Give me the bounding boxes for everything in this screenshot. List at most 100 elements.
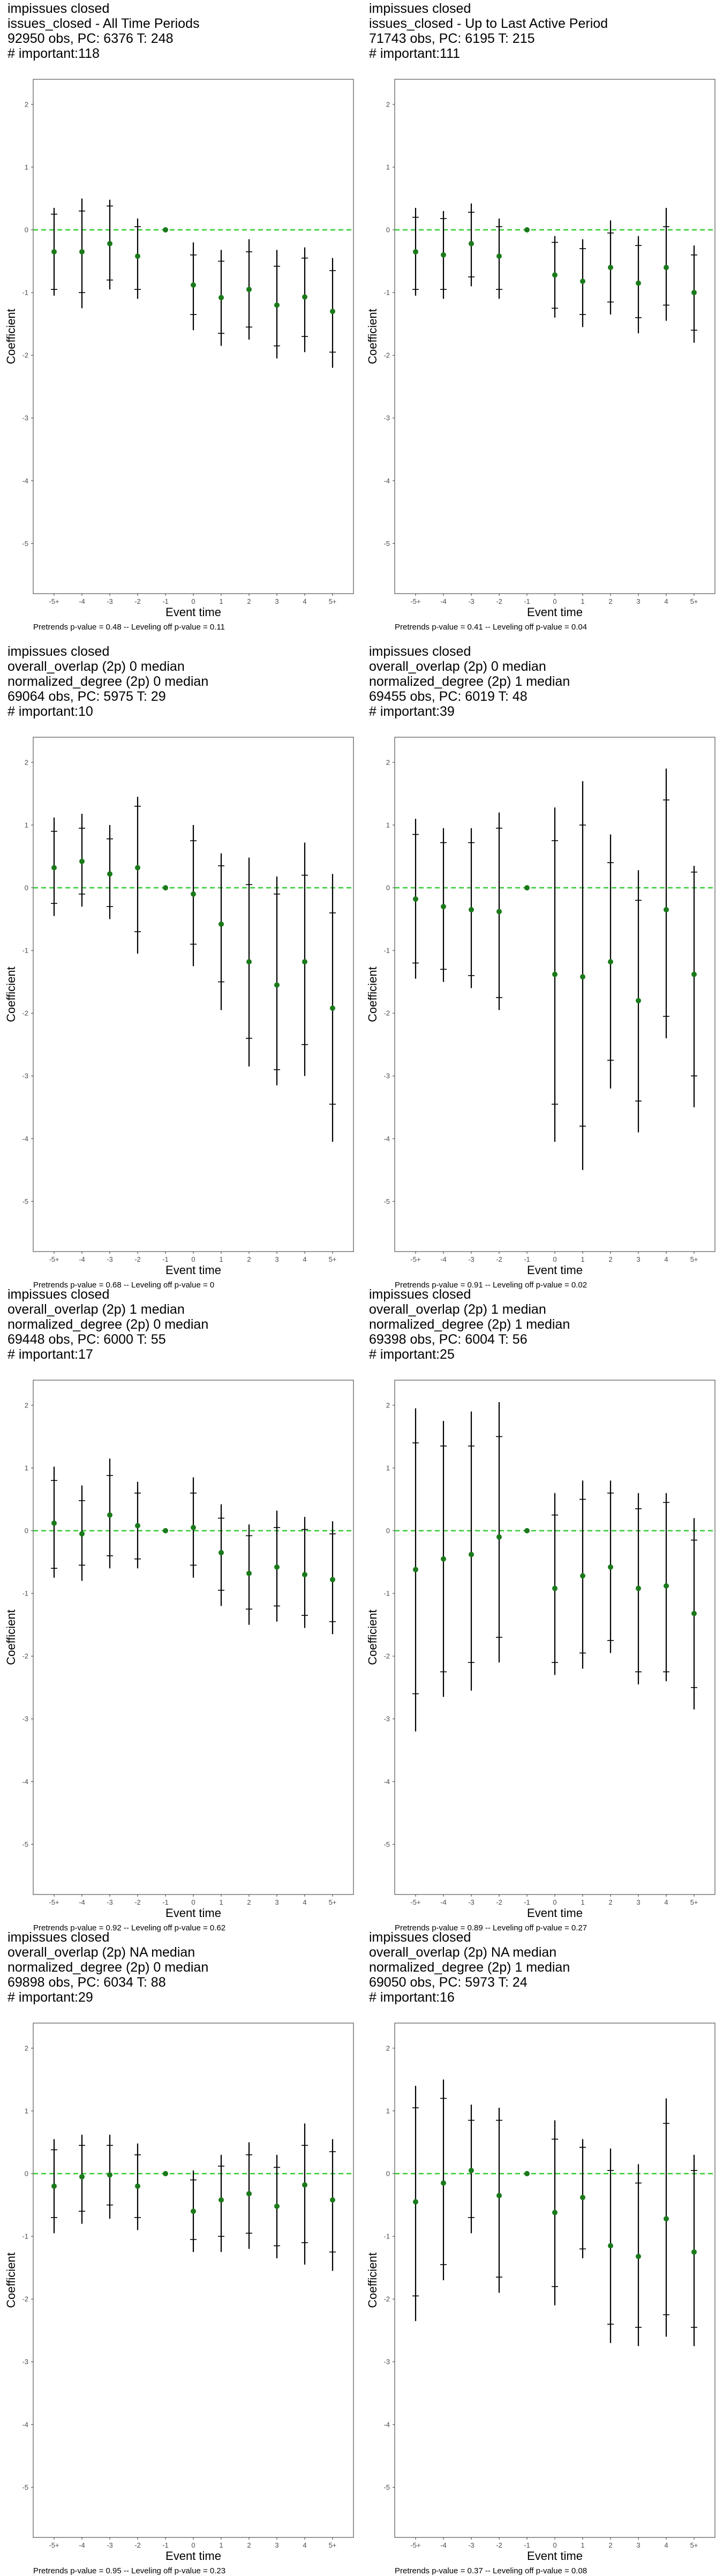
chart-title-line: overall_overlap (2p) 1 median [369,1302,546,1317]
x-tick-label: 1 [581,1898,584,1906]
x-tick-label: 0 [553,597,556,605]
x-tick-label: -5+ [49,1898,59,1906]
chart-title-line: issues_closed - Up to Last Active Period [369,16,608,31]
chart-title: impissues closed issues_closed - Up to La… [369,1,717,61]
x-tick-label: 3 [275,2541,278,2549]
x-tick-label: -1 [524,1898,530,1906]
point-estimate [79,2174,85,2180]
x-tick-label: 5+ [690,597,698,605]
y-tick-label: -3 [22,414,28,422]
point-estimate [107,1512,112,1518]
x-tick-label: -5+ [410,2541,420,2549]
point-estimate [636,1585,641,1591]
x-tick-label: -2 [134,1898,141,1906]
pvalue-caption: Pretrends p-value = 0.41 -- Leveling off… [395,623,588,632]
plot-area: 2 1 0 -1 -2 -3 -4 -5 -5+ -4 -3 -2 -1 0 1 2 3 4 5+ Event tim… [366,737,716,1277]
point-estimate [552,272,558,278]
y-axis-title: Coefficient [4,1609,18,1665]
point-estimate [135,253,140,259]
chart-title-line: # important:111 [369,46,461,61]
point-estimate [524,227,530,233]
point-estimate [274,1564,280,1570]
chart-title-line: # important:16 [369,1990,455,2005]
point-estimate [496,2192,502,2198]
point-estimate [608,959,613,965]
x-tick-label: 0 [553,1898,556,1906]
chart-title-line: 92950 obs, PC: 6376 T: 248 [7,31,174,46]
chart-title-line: normalized_degree (2p) 0 median [7,1317,209,1332]
chart-title-line: # important:17 [7,1347,93,1362]
x-tick-label: -4 [79,597,85,605]
x-tick-label: 3 [636,2541,640,2549]
x-tick-label: 3 [636,597,640,605]
chart-title-line: # important:118 [7,46,100,61]
plot-area: 2 1 0 -1 -2 -3 -4 -5 -5+ -4 -3 -2 -1 0 1 2 3 4 5+ Event tim… [4,1380,354,1920]
x-tick-label: -5+ [410,597,420,605]
y-tick-label: -3 [383,414,390,422]
x-tick-label: 1 [219,1898,223,1906]
point-estimate [636,998,641,1004]
point-estimate [191,891,196,897]
plot-area: 2 1 0 -1 -2 -3 -4 -5 -5+ -4 -3 -2 -1 0 1 2 3 4 5+ Event tim… [4,79,354,619]
y-tick-label: 1 [25,2107,28,2115]
y-tick-label: -2 [383,351,390,360]
x-tick-label: -3 [107,597,113,605]
x-tick-label: -3 [107,1255,113,1263]
point-estimate [441,252,446,258]
point-estimate [441,904,446,910]
point-estimate [636,2253,641,2259]
x-tick-label: 3 [275,1898,278,1906]
x-tick-label: -2 [496,1255,502,1263]
y-tick-label: -2 [383,1652,390,1660]
x-tick-label: -3 [107,2541,113,2549]
y-tick-label: 1 [386,2107,390,2115]
x-tick-label: 0 [191,597,195,605]
y-tick-label: -2 [22,2295,28,2303]
chart-title-line: 69898 obs, PC: 6034 T: 88 [7,1975,166,1990]
chart-title: impissues closed issues_closed - All Time… [7,1,356,61]
x-tick-label: 0 [553,2541,556,2549]
chart-title-line: impissues closed [7,1287,110,1302]
y-tick-label: -2 [22,351,28,360]
x-tick-label: -4 [440,2541,447,2549]
point-estimate [608,265,613,271]
x-tick-label: -1 [524,597,530,605]
y-tick-label: -5 [22,1197,28,1205]
y-tick-label: 2 [25,1401,28,1409]
y-tick-label: -1 [22,1590,28,1598]
x-tick-label: -4 [79,2541,85,2549]
point-estimate [163,2170,168,2176]
x-tick-label: 1 [219,1255,223,1263]
point-estimate [51,865,57,871]
y-tick-label: -1 [383,1590,390,1598]
point-estimate [79,249,85,254]
y-tick-label: -5 [22,2483,28,2491]
x-tick-label: -4 [79,1255,85,1263]
x-tick-label: 0 [191,1255,195,1263]
point-estimate [274,982,280,988]
point-estimate [51,2183,57,2189]
point-estimate [580,974,585,980]
x-tick-label: 4 [664,2541,668,2549]
x-tick-label: 5+ [329,1898,337,1906]
chart-title-line: overall_overlap (2p) NA median [7,1945,195,1960]
point-estimate [163,227,168,233]
chart-title-line: 69455 obs, PC: 6019 T: 48 [369,689,528,704]
x-tick-label: 3 [275,597,278,605]
chart-title-line: 69398 obs, PC: 6004 T: 56 [369,1332,528,1347]
x-tick-label: 3 [636,1898,640,1906]
point-estimate [608,2243,613,2249]
point-estimate [107,871,112,877]
y-tick-label: 0 [386,2169,390,2177]
point-estimate [691,1611,697,1616]
chart-title-line: overall_overlap (2p) 1 median [7,1302,185,1317]
x-axis-title: Event time [527,2549,583,2563]
point-estimate [496,1534,502,1540]
plot-border [33,737,354,1252]
point-estimate [330,309,335,314]
point-estimate [691,971,697,977]
y-tick-label: -4 [22,1135,28,1143]
chart-panel: impissues closed issues_closed - Up to La… [362,0,723,643]
x-axis-title: Event time [165,2549,221,2563]
x-tick-label: -1 [162,1255,169,1263]
